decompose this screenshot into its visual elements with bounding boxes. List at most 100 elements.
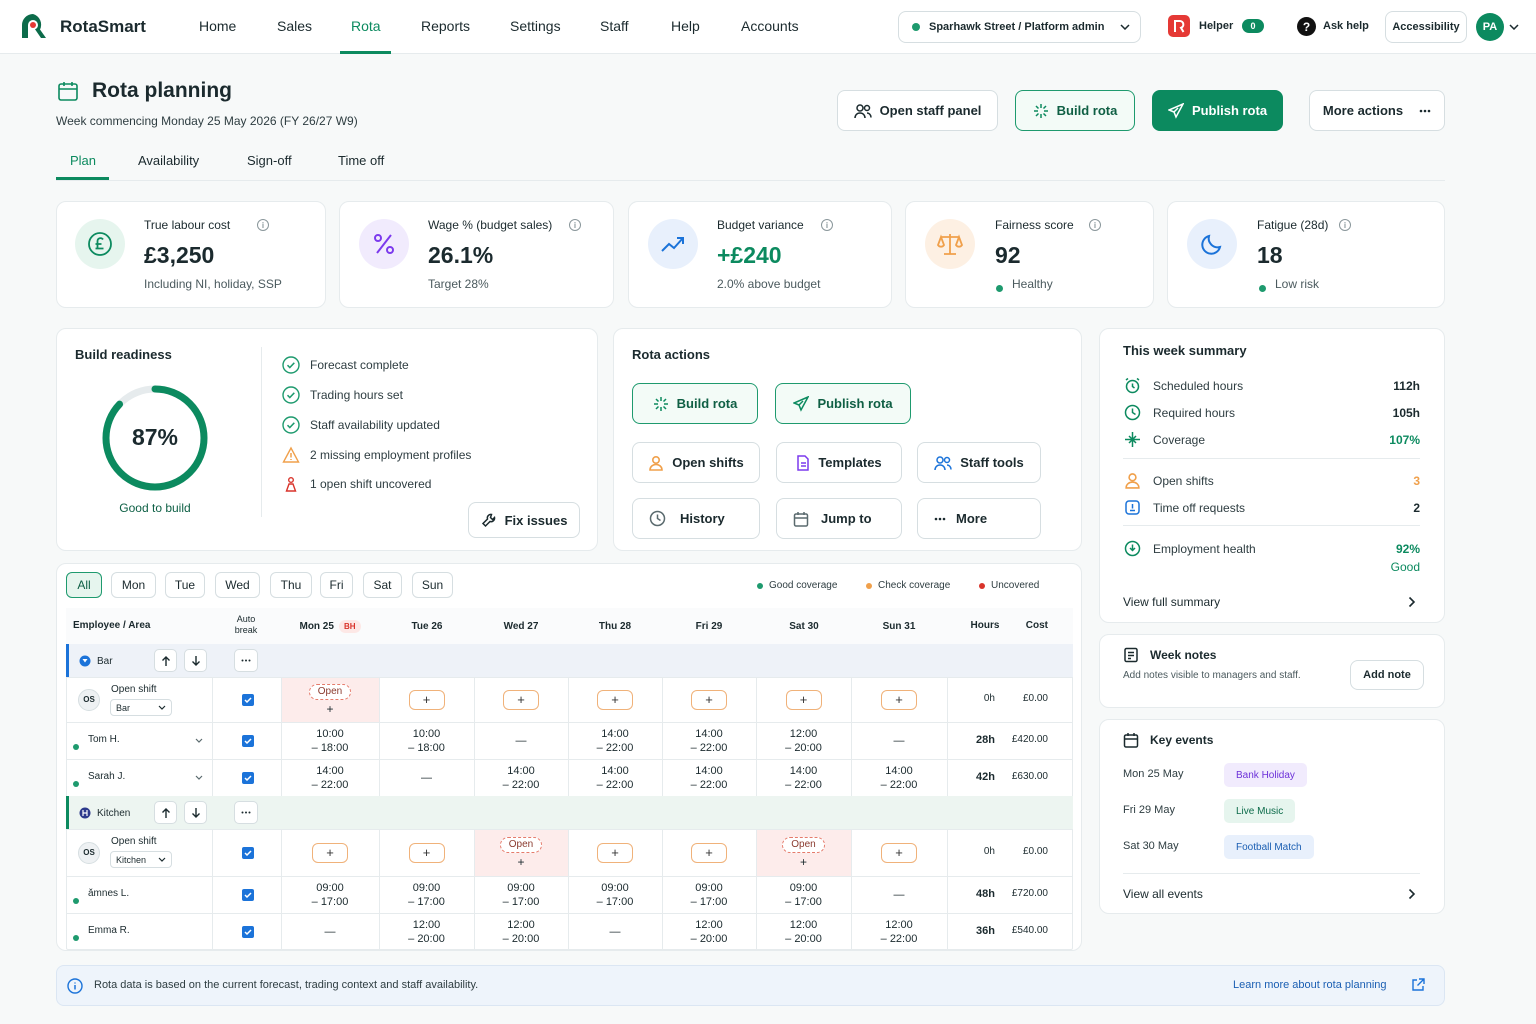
shift-cell[interactable]: — xyxy=(851,722,947,759)
event-badge-football-match[interactable]: Football Match xyxy=(1224,835,1314,859)
add-shift-cell[interactable]: + xyxy=(851,677,947,722)
shift-cell[interactable]: 14:00– 22:00 xyxy=(474,759,568,796)
fix-issues-button[interactable]: Fix issues xyxy=(468,502,580,538)
area-menu-button[interactable] xyxy=(234,801,258,824)
open-shift-badge[interactable]: Open xyxy=(308,683,352,700)
shift-cell[interactable]: 14:00– 22:00 xyxy=(851,759,947,796)
info-icon[interactable]: i xyxy=(1339,219,1351,231)
event-badge-live-music[interactable]: Live Music xyxy=(1224,799,1296,823)
shift-cell[interactable]: — xyxy=(379,759,474,796)
employee-name[interactable]: Tom H. xyxy=(88,733,120,745)
nav-settings[interactable]: Settings xyxy=(510,18,561,34)
shift-cell[interactable]: 12:00– 20:00 xyxy=(379,913,474,950)
shift-cell[interactable]: 10:00– 18:00 xyxy=(281,722,379,759)
move-up-button[interactable] xyxy=(154,649,177,672)
add-shift-cell[interactable]: + xyxy=(568,677,662,722)
open-shift-area-select[interactable]: Kitchen xyxy=(110,851,172,868)
add-shift-button[interactable]: + xyxy=(785,689,822,710)
shift-cell[interactable]: 09:00– 17:00 xyxy=(568,876,662,913)
area-menu-button[interactable] xyxy=(234,649,258,672)
nav-reports[interactable]: Reports xyxy=(421,18,471,34)
shift-cell[interactable]: 14:00– 22:00 xyxy=(756,759,851,796)
shift-cell[interactable]: 09:00– 17:00 xyxy=(379,876,474,913)
add-shift-button[interactable]: + xyxy=(691,689,727,710)
auto-break-checkbox[interactable] xyxy=(242,846,254,859)
add-shift-button[interactable]: + xyxy=(312,842,348,863)
add-shift-cell[interactable]: + xyxy=(756,677,851,722)
add-shift-cell[interactable]: + xyxy=(379,677,474,722)
nav-help[interactable]: Help xyxy=(671,18,700,34)
open-shift-cell[interactable]: Open + xyxy=(281,677,379,722)
rota-publish-button[interactable]: Publish rota xyxy=(775,383,911,424)
add-shift-cell[interactable]: + xyxy=(474,677,568,722)
add-shift-button[interactable]: + xyxy=(597,689,633,710)
shift-cell[interactable]: 14:00– 22:00 xyxy=(662,722,756,759)
shift-cell[interactable]: — xyxy=(568,913,662,950)
shift-cell[interactable]: — xyxy=(281,913,379,950)
open-shift-badge[interactable]: Open xyxy=(499,836,543,853)
tab-plan[interactable]: Plan xyxy=(70,153,97,168)
open-shift-badge[interactable]: Open xyxy=(782,836,825,853)
add-shift-cell[interactable]: + xyxy=(281,829,379,876)
more-actions-button[interactable]: More actions xyxy=(1309,90,1445,131)
employee-name[interactable]: ǎmnes L. xyxy=(88,887,130,899)
day-filter-mon[interactable]: Mon xyxy=(111,572,156,598)
shift-cell[interactable]: 12:00– 22:00 xyxy=(851,913,947,950)
auto-break-checkbox[interactable] xyxy=(242,734,254,747)
day-filter-sun[interactable]: Sun xyxy=(412,572,453,598)
shift-cell[interactable]: 09:00– 17:00 xyxy=(662,876,756,913)
day-filter-tue[interactable]: Tue xyxy=(165,572,205,598)
ask-help-link[interactable]: Ask help xyxy=(1323,20,1369,32)
nav-sales[interactable]: Sales xyxy=(277,18,313,34)
info-icon[interactable]: i xyxy=(821,219,833,231)
view-full-summary-link[interactable]: View full summary xyxy=(1123,595,1221,609)
add-shift-plus[interactable]: + xyxy=(517,854,525,869)
add-shift-button[interactable]: + xyxy=(597,842,633,863)
open-shift-cell[interactable]: Open + xyxy=(474,829,568,876)
shift-cell[interactable]: 12:00– 20:00 xyxy=(756,913,851,950)
shift-cell[interactable]: 12:00– 20:00 xyxy=(662,913,756,950)
add-shift-cell[interactable]: + xyxy=(662,677,756,722)
nav-home[interactable]: Home xyxy=(199,18,237,34)
add-note-button[interactable]: Add note xyxy=(1350,660,1424,690)
view-all-events-link[interactable]: View all events xyxy=(1123,887,1203,901)
add-shift-button[interactable]: + xyxy=(691,842,727,863)
info-icon[interactable]: i xyxy=(257,219,269,231)
auto-break-checkbox[interactable] xyxy=(242,771,254,784)
shift-cell[interactable]: 14:00– 22:00 xyxy=(568,759,662,796)
chevron-down-icon[interactable] xyxy=(195,738,203,743)
shift-cell[interactable]: 10:00– 18:00 xyxy=(379,722,474,759)
more-button[interactable]: More xyxy=(917,498,1041,539)
move-down-button[interactable] xyxy=(184,649,207,672)
day-filter-thu[interactable]: Thu xyxy=(270,572,312,598)
nav-accounts[interactable]: Accounts xyxy=(741,18,799,34)
templates-button[interactable]: Templates xyxy=(776,442,902,483)
info-icon[interactable]: i xyxy=(1089,219,1101,231)
shift-cell[interactable]: 14:00– 22:00 xyxy=(568,722,662,759)
auto-break-checkbox[interactable] xyxy=(242,693,254,706)
brand-name[interactable]: RotaSmart xyxy=(60,17,146,36)
add-shift-button[interactable]: + xyxy=(408,842,445,863)
shift-cell[interactable]: 09:00– 17:00 xyxy=(474,876,568,913)
shift-cell[interactable]: — xyxy=(474,722,568,759)
add-shift-button[interactable]: + xyxy=(881,842,917,863)
shift-cell[interactable]: 12:00– 20:00 xyxy=(756,722,851,759)
avatar[interactable]: PA xyxy=(1476,13,1504,41)
shift-cell[interactable]: — xyxy=(851,876,947,913)
move-up-button[interactable] xyxy=(154,801,177,824)
add-shift-cell[interactable]: + xyxy=(851,829,947,876)
day-filter-all[interactable]: All xyxy=(66,572,102,598)
auto-break-checkbox[interactable] xyxy=(242,925,254,938)
open-shifts-button[interactable]: Open shifts xyxy=(632,442,760,483)
chevron-right-icon[interactable] xyxy=(1408,596,1416,608)
day-filter-fri[interactable]: Fri xyxy=(320,572,353,598)
brand-logo-icon[interactable] xyxy=(20,12,46,40)
helper-icon[interactable] xyxy=(1168,15,1190,37)
day-filter-wed[interactable]: Wed xyxy=(215,572,260,598)
publish-rota-button[interactable]: Publish rota xyxy=(1152,90,1283,131)
external-link-icon[interactable] xyxy=(1411,978,1425,992)
history-button[interactable]: History xyxy=(632,498,760,539)
learn-more-link[interactable]: Learn more about rota planning xyxy=(1233,979,1387,991)
add-shift-cell[interactable]: + xyxy=(662,829,756,876)
accessibility-button[interactable]: Accessibility xyxy=(1385,11,1467,43)
